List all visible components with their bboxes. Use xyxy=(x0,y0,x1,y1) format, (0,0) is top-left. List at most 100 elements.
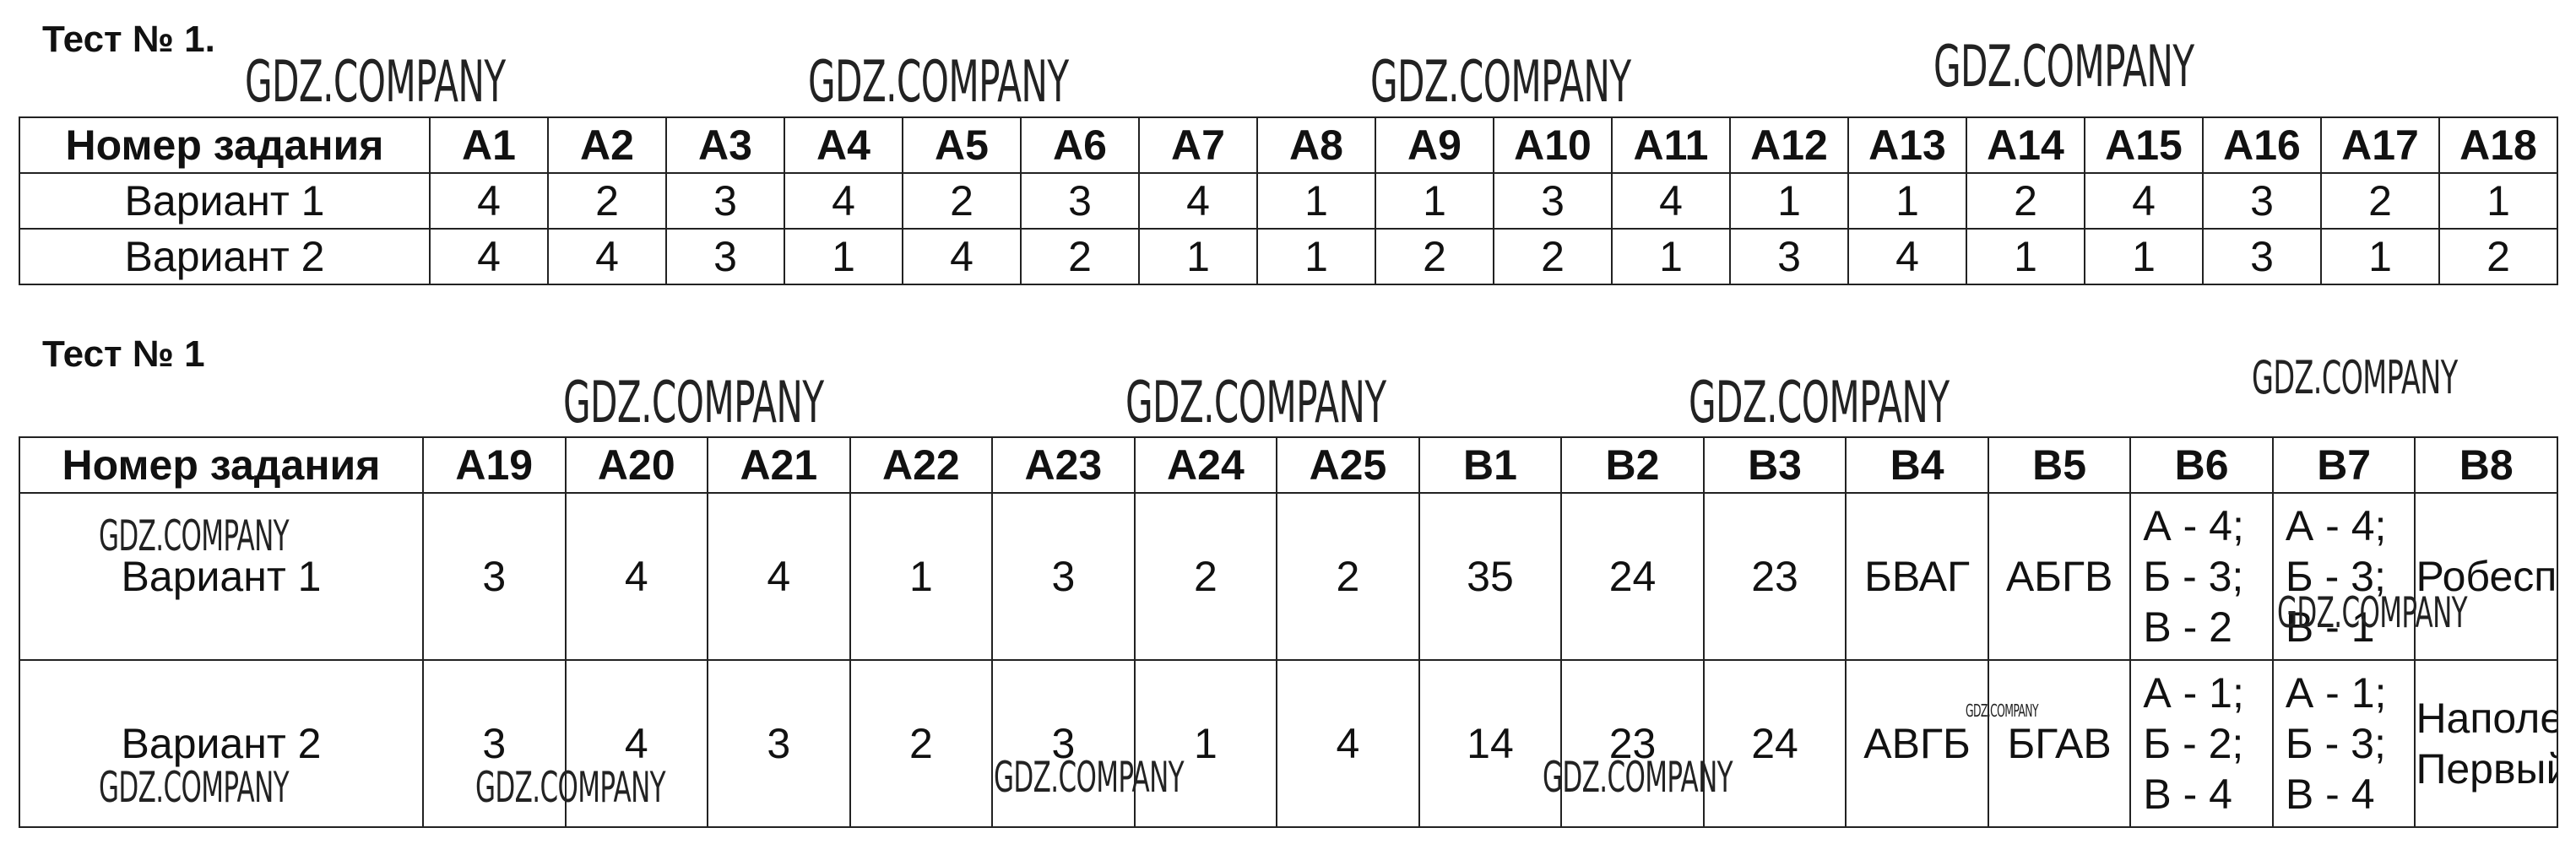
column-header-task-number: Номер задания xyxy=(19,436,424,494)
answer-cell: 1 xyxy=(1375,172,1494,230)
answer-cell: 2 xyxy=(1133,492,1278,661)
answer-cell: 2 xyxy=(1020,228,1140,285)
answer-cell: 1 xyxy=(1966,228,2085,285)
answer-cell: 3 xyxy=(665,228,785,285)
watermark-logo: GDZ.COMPANY xyxy=(245,49,506,116)
column-header: В5 xyxy=(1987,436,2132,494)
column-header: А12 xyxy=(1729,116,1849,174)
answer-table-1: Номер задания А1 А2 А3 А4 А5 А6 А7 А8 А9 А10 А11 А12… xyxy=(19,116,2558,285)
answer-cell: 4 xyxy=(1276,659,1420,828)
answer-cell: 3 xyxy=(991,492,1136,661)
column-header: А3 xyxy=(665,116,785,174)
watermark-logo: GDZ.COMPANY xyxy=(1125,370,1386,436)
column-header: А17 xyxy=(2320,116,2440,174)
table-row: Вариант 1 3 4 4 1 3 2 2 35 24 23 БВАГ АБГВ А - 4; Б - … xyxy=(19,492,2558,661)
column-header: А13 xyxy=(1847,116,1967,174)
answer-cell: 4 xyxy=(1611,172,1731,230)
answer-cell: 1 xyxy=(1847,172,1967,230)
column-header: В6 xyxy=(2129,436,2274,494)
answer-line: Первый xyxy=(2416,745,2557,793)
column-header: А7 xyxy=(1138,116,1258,174)
column-header: А9 xyxy=(1375,116,1494,174)
answer-line: А - 4; xyxy=(2285,502,2387,549)
answer-cell: 3 xyxy=(665,172,785,230)
test-2-title: Тест № 1 xyxy=(42,333,205,375)
answer-line: А - 1; xyxy=(2143,669,2244,717)
table-row: Вариант 2 3 4 3 2 3 1 4 14 23 24 АВГБ БГАВ А - 1; Б - … xyxy=(19,659,2558,828)
column-header: В2 xyxy=(1560,436,1705,494)
column-header: В7 xyxy=(2271,436,2416,494)
answer-cell: 4 xyxy=(1138,172,1258,230)
answer-cell: А - 4; Б - 3; В - 2 xyxy=(2129,492,2274,661)
answer-cell: 2 xyxy=(2320,172,2440,230)
answer-line: В - 2 xyxy=(2143,603,2232,651)
answer-cell: АБГВ xyxy=(1987,492,2132,661)
column-header: А11 xyxy=(1611,116,1731,174)
column-header: А15 xyxy=(2084,116,2204,174)
test-1-title: Тест № 1. xyxy=(42,19,215,60)
answer-cell: Робеспьер xyxy=(2414,492,2558,661)
answer-cell: 3 xyxy=(1493,172,1613,230)
answer-cell: 24 xyxy=(1560,492,1705,661)
answer-cell: 3 xyxy=(1729,228,1849,285)
answer-cell: 2 xyxy=(1276,492,1420,661)
column-header-task-number: Номер задания xyxy=(19,116,431,174)
answer-cell: 3 xyxy=(2202,228,2322,285)
watermark-logo: GDZ.COMPANY xyxy=(1370,49,1631,116)
answer-cell: 1 xyxy=(1138,228,1258,285)
variant-label: Вариант 2 xyxy=(19,659,424,828)
answer-cell: 1 xyxy=(784,228,903,285)
answer-line: В - 1 xyxy=(2285,603,2375,651)
answer-cell: 2 xyxy=(1493,228,1613,285)
answer-cell: 4 xyxy=(564,659,709,828)
answer-cell: 2 xyxy=(1966,172,2085,230)
answer-cell: А - 1; Б - 3; В - 4 xyxy=(2271,659,2416,828)
column-header: А19 xyxy=(422,436,567,494)
answer-cell: 4 xyxy=(429,172,549,230)
answer-line: В - 4 xyxy=(2143,771,2232,818)
column-header: А20 xyxy=(564,436,709,494)
answer-cell: НаполеонПервый xyxy=(2414,659,2558,828)
answer-cell: 3 xyxy=(422,492,567,661)
column-header: А2 xyxy=(547,116,667,174)
answer-line: Наполеон xyxy=(2416,695,2556,742)
answer-line: Б - 3; xyxy=(2143,553,2244,600)
watermark-logo: GDZ.COMPANY xyxy=(808,49,1069,116)
answer-cell: 3 xyxy=(422,659,567,828)
column-header: А8 xyxy=(1256,116,1376,174)
answer-cell: 2 xyxy=(2438,228,2558,285)
answer-line: В - 4 xyxy=(2285,771,2375,818)
answer-cell: 1 xyxy=(1133,659,1278,828)
answer-cell: 4 xyxy=(784,172,903,230)
answer-cell: 1 xyxy=(1611,228,1731,285)
answer-cell: 35 xyxy=(1418,492,1563,661)
answer-cell: 1 xyxy=(2438,172,2558,230)
watermark-logo: GDZ.COMPANY xyxy=(1689,370,1950,436)
answer-cell: А - 1; Б - 2; В - 4 xyxy=(2129,659,2274,828)
answer-cell: 4 xyxy=(429,228,549,285)
table-header-row: Номер задания А19 А20 А21 А22 А23 А24 А25 В1 В2 В3… xyxy=(19,436,2558,494)
answer-cell: 1 xyxy=(2084,228,2204,285)
column-header: В3 xyxy=(1702,436,1847,494)
column-header: А24 xyxy=(1133,436,1278,494)
column-header: А25 xyxy=(1276,436,1420,494)
column-header: А18 xyxy=(2438,116,2558,174)
answer-cell: 4 xyxy=(2084,172,2204,230)
answer-cell: 3 xyxy=(991,659,1136,828)
answer-cell: БВАГ xyxy=(1845,492,1989,661)
answer-cell: БГАВ xyxy=(1987,659,2132,828)
answer-cell: 1 xyxy=(1256,172,1376,230)
answer-line: Б - 3; xyxy=(2285,553,2386,600)
column-header: А6 xyxy=(1020,116,1140,174)
answer-cell: 3 xyxy=(707,659,851,828)
column-header: В1 xyxy=(1418,436,1563,494)
table-header-row: Номер задания А1 А2 А3 А4 А5 А6 А7 А8 А9 А10 А11 А12… xyxy=(19,116,2558,174)
answer-cell: А - 4; Б - 3; В - 1 xyxy=(2271,492,2416,661)
answer-cell: 2 xyxy=(849,659,994,828)
watermark-logo: GDZ.COMPANY xyxy=(2252,351,2458,404)
variant-label: Вариант 1 xyxy=(19,492,424,661)
answer-cell: 3 xyxy=(2202,172,2322,230)
answer-cell: 1 xyxy=(849,492,994,661)
